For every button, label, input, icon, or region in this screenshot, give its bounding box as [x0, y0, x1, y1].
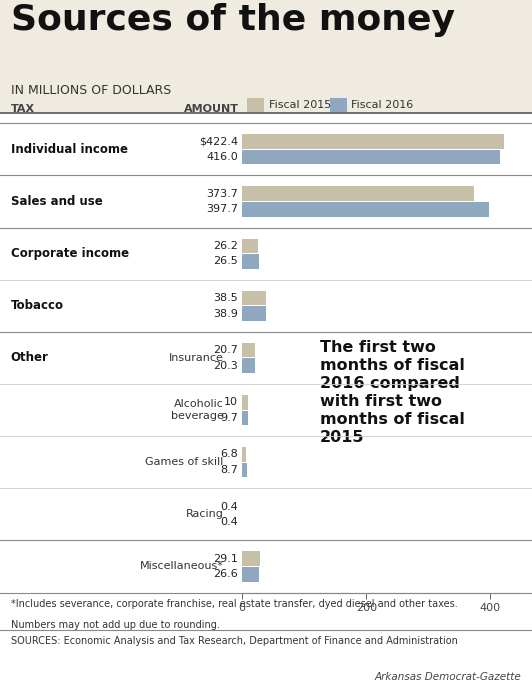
Text: 26.2: 26.2 [213, 241, 238, 251]
Bar [242, 134, 504, 149]
Text: Arkansas Democrat-Gazette: Arkansas Democrat-Gazette [375, 671, 521, 682]
Bar [242, 567, 259, 582]
Text: TAX: TAX [11, 104, 35, 114]
Text: Sales and use: Sales and use [11, 195, 102, 208]
Text: *Includes severance, corporate franchise, real estate transfer, dyed diesel and : *Includes severance, corporate franchise… [11, 599, 458, 610]
Bar [242, 238, 259, 253]
Text: Alcoholic
beverage: Alcoholic beverage [171, 399, 223, 421]
Text: Fiscal 2015: Fiscal 2015 [269, 100, 331, 110]
Text: Individual income: Individual income [11, 143, 128, 156]
Bar [242, 447, 246, 462]
Text: AMOUNT: AMOUNT [185, 104, 239, 114]
Text: 20.3: 20.3 [213, 361, 238, 371]
Text: 9.7: 9.7 [220, 413, 238, 423]
Bar [242, 410, 248, 425]
Bar [242, 306, 266, 321]
Text: 397.7: 397.7 [206, 204, 238, 214]
Bar [242, 290, 266, 306]
Text: $422.4: $422.4 [198, 136, 238, 147]
Text: 0.4: 0.4 [220, 517, 238, 527]
Text: Games of skill: Games of skill [145, 457, 223, 467]
Bar [242, 551, 260, 566]
Bar [242, 462, 247, 477]
Text: 38.5: 38.5 [213, 293, 238, 303]
Text: Fiscal 2016: Fiscal 2016 [351, 100, 413, 110]
Text: 20.7: 20.7 [213, 345, 238, 355]
Text: Corporate income: Corporate income [11, 247, 129, 260]
Text: Sources of the money: Sources of the money [11, 3, 455, 38]
Text: 6.8: 6.8 [220, 449, 238, 460]
Text: 29.1: 29.1 [213, 553, 238, 564]
Text: Racing: Racing [186, 510, 223, 519]
Text: Miscellaneous*: Miscellaneous* [139, 562, 223, 571]
Text: Insurance: Insurance [169, 353, 223, 363]
Text: 26.5: 26.5 [213, 256, 238, 266]
Text: 373.7: 373.7 [206, 188, 238, 199]
Text: 26.6: 26.6 [213, 569, 238, 580]
Bar [242, 150, 500, 164]
Text: Numbers may not add up due to rounding.: Numbers may not add up due to rounding. [11, 620, 220, 630]
Bar [242, 358, 255, 373]
Text: SOURCES: Economic Analysis and Tax Research, Department of Finance and Administr: SOURCES: Economic Analysis and Tax Resea… [11, 636, 458, 646]
Text: 10: 10 [224, 397, 238, 407]
Text: 0.4: 0.4 [220, 501, 238, 512]
Bar [242, 395, 248, 410]
Text: Tobacco: Tobacco [11, 299, 64, 312]
Text: IN MILLIONS OF DOLLARS: IN MILLIONS OF DOLLARS [11, 84, 171, 97]
Text: 8.7: 8.7 [220, 465, 238, 475]
Text: Other: Other [11, 351, 48, 364]
Text: 38.9: 38.9 [213, 309, 238, 319]
Text: 416.0: 416.0 [206, 152, 238, 162]
Bar [242, 186, 474, 201]
Bar [242, 202, 489, 216]
Bar [242, 342, 255, 358]
Text: The first two
months of fiscal
2016 compared
with first two
months of fiscal
201: The first two months of fiscal 2016 comp… [320, 340, 465, 445]
Bar [242, 254, 259, 269]
